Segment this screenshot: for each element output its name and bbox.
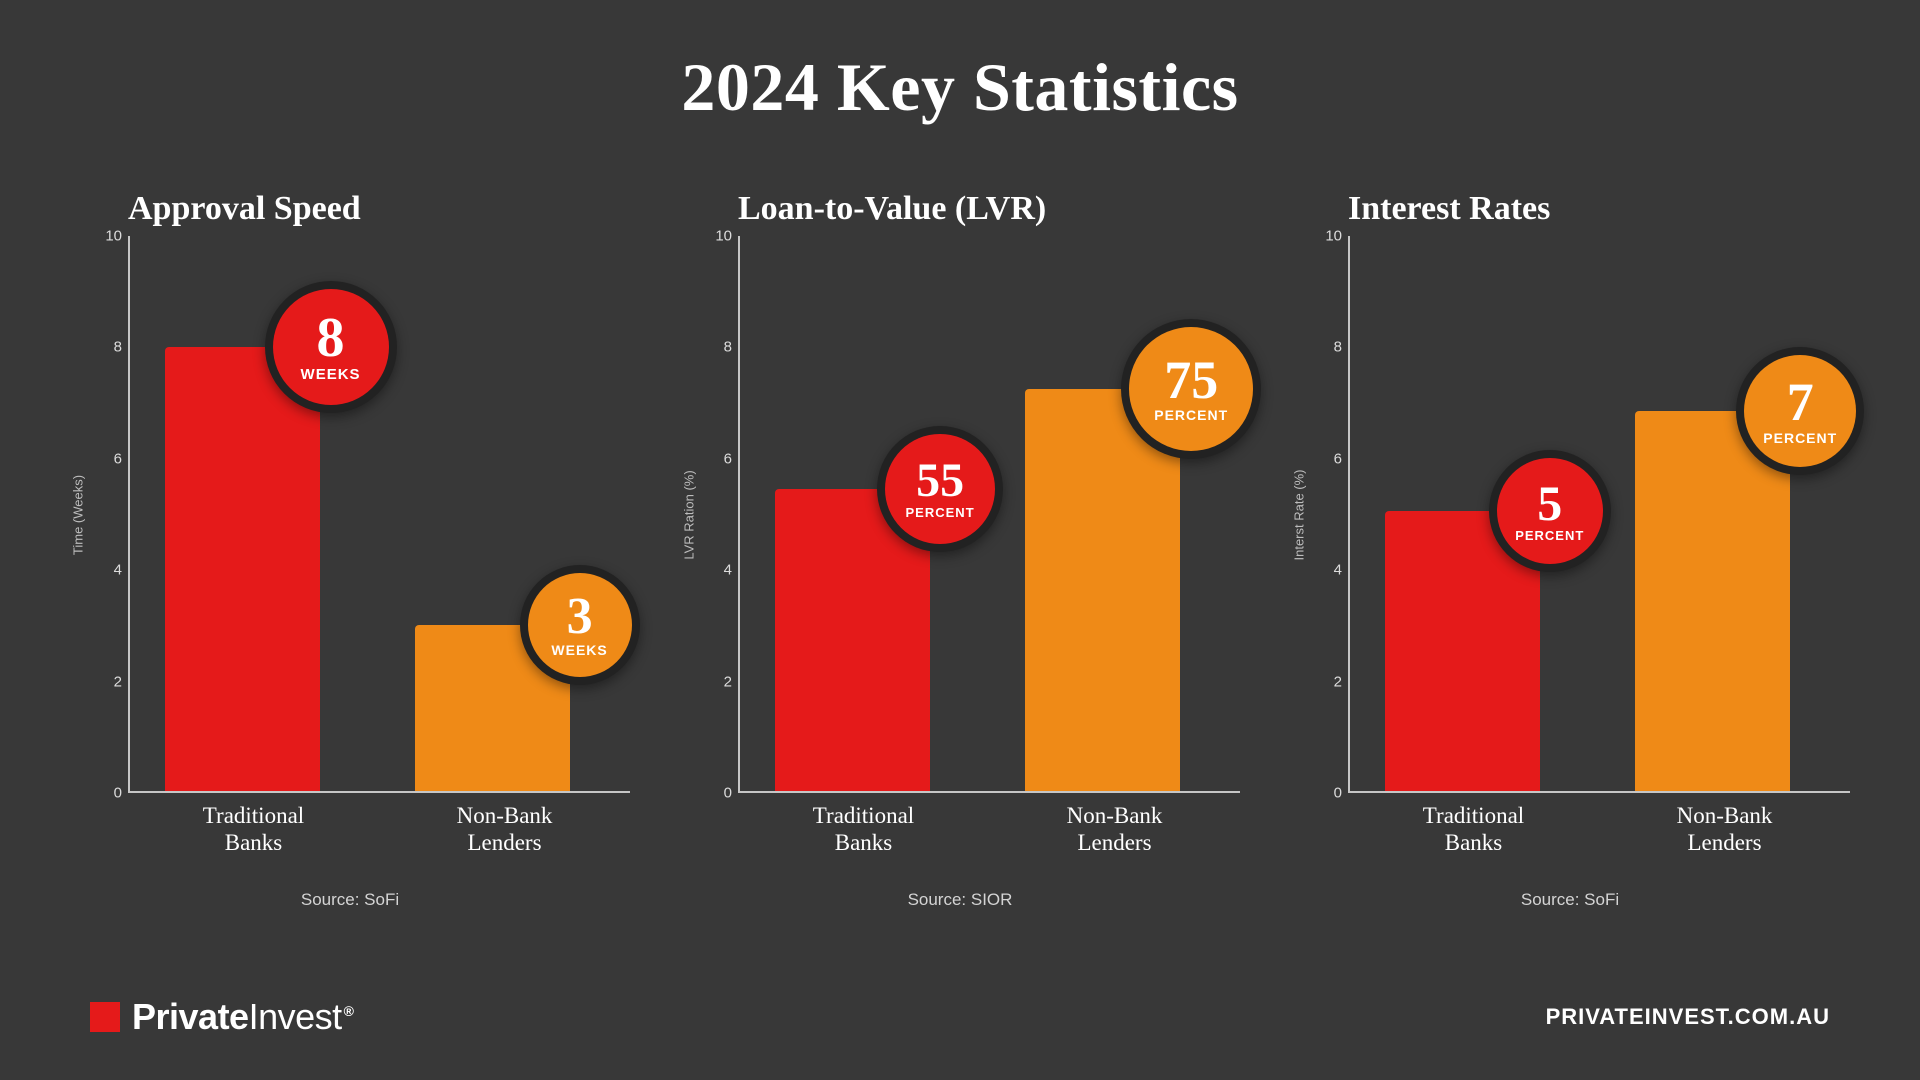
y-tick: 6 [1334, 450, 1342, 467]
x-label: TraditionalBanks [1348, 803, 1599, 856]
plot-area: 55 PERCENT 75 PERCENT [738, 236, 1240, 793]
y-tick: 4 [114, 562, 122, 579]
x-labels: TraditionalBanksNon-BankLenders [738, 803, 1240, 856]
badge-unit: PERCENT [906, 506, 975, 519]
value-badge-inner: 8 WEEKS [273, 289, 389, 405]
bar-slot: 3 WEEKS [380, 236, 630, 791]
x-label: Non-BankLenders [379, 803, 630, 856]
y-axis-label-wrap: LVR Ration (%) [680, 236, 706, 793]
x-label: TraditionalBanks [128, 803, 379, 856]
value-badge-inner: 55 PERCENT [885, 434, 995, 544]
y-tick: 6 [114, 450, 122, 467]
badge-number: 7 [1787, 377, 1814, 428]
bar-slot: 75 PERCENT [990, 236, 1240, 791]
plot-area: 5PERCENT7PERCENT [1348, 236, 1850, 793]
chart-title: Loan-to-Value (LVR) [738, 190, 1240, 230]
logo-registered-icon: ® [344, 1003, 354, 1019]
chart-title: Approval Speed [128, 190, 630, 230]
bar [1635, 411, 1790, 791]
y-tick: 8 [1334, 339, 1342, 356]
x-label: TraditionalBanks [738, 803, 989, 856]
y-tick: 2 [1334, 673, 1342, 690]
chart-panel: Approval SpeedTime (Weeks)02468108WEEKS3… [70, 190, 630, 910]
chart-panel: Interest RatesInterst Rate (%)02468105PE… [1290, 190, 1850, 910]
plot-area: 8 WEEKS 3 WEEKS [128, 236, 630, 793]
badge-number: 8 [317, 312, 345, 365]
y-tick: 10 [105, 228, 122, 245]
x-labels: TraditionalBanksNon-BankLenders [128, 803, 630, 856]
y-tick: 2 [724, 673, 732, 690]
value-badge: 5PERCENT [1489, 450, 1611, 572]
logo-text: PrivateInvest® [132, 996, 353, 1038]
value-badge-inner: 75 PERCENT [1129, 327, 1253, 451]
badge-unit: PERCENT [1763, 431, 1837, 445]
plot-wrap: Interst Rate (%)02468105PERCENT7PERCENT [1290, 236, 1850, 793]
y-ticks: 0246810 [1316, 236, 1348, 793]
y-tick: 2 [114, 673, 122, 690]
y-axis-label-wrap: Time (Weeks) [70, 236, 96, 793]
badge-number: 3 [567, 592, 593, 641]
bar [165, 347, 320, 791]
value-badge: 75 PERCENT [1121, 319, 1261, 459]
y-tick: 0 [724, 785, 732, 802]
value-badge: 8 WEEKS [265, 281, 397, 413]
page-title: 2024 Key Statistics [0, 48, 1920, 127]
x-label: Non-BankLenders [989, 803, 1240, 856]
bar-slot: 7 PERCENT [1600, 236, 1850, 791]
y-tick: 0 [114, 785, 122, 802]
chart-panel: Loan-to-Value (LVR) LVR Ration (%) 0 2 4 6 8 10… [680, 190, 1240, 910]
bars-area: 55 PERCENT 75 PERCENT [740, 236, 1240, 791]
badge-unit: PERCENT [1515, 529, 1584, 542]
y-axis-label: LVR Ration (%) [681, 470, 696, 559]
value-badge: 7 PERCENT [1736, 347, 1864, 475]
charts-row: Approval SpeedTime (Weeks)02468108WEEKS3… [70, 190, 1850, 910]
brand-logo: PrivateInvest® [90, 996, 353, 1038]
value-badge-inner: 5PERCENT [1497, 458, 1603, 564]
plot-wrap: LVR Ration (%)024681055PERCENT75PERCENT [680, 236, 1240, 793]
footer-url: PRIVATEINVEST.COM.AU [1546, 1004, 1830, 1030]
y-tick: 10 [715, 228, 732, 245]
value-badge-inner: 7 PERCENT [1744, 355, 1856, 467]
y-tick: 8 [724, 339, 732, 356]
y-tick: 4 [724, 562, 732, 579]
chart-source: Source: SoFi [70, 890, 630, 910]
y-ticks: 0246810 [96, 236, 128, 793]
badge-unit: PERCENT [1154, 408, 1228, 422]
bars-area: 5PERCENT7PERCENT [1350, 236, 1850, 791]
logo-word-light: Invest [249, 996, 342, 1037]
plot-wrap: Time (Weeks)02468108WEEKS3WEEKS [70, 236, 630, 793]
y-ticks: 0246810 [706, 236, 738, 793]
y-axis-label: Interst Rate (%) [1292, 469, 1307, 560]
bar-slot: 55 PERCENT [740, 236, 990, 791]
value-badge: 3 WEEKS [520, 565, 640, 685]
logo-square-icon [90, 1002, 120, 1032]
y-tick: 6 [724, 450, 732, 467]
badge-unit: WEEKS [301, 367, 361, 382]
bar-slot: 8 WEEKS [130, 236, 380, 791]
y-axis-label-wrap: Interst Rate (%) [1290, 236, 1316, 793]
y-axis-label: Time (Weeks) [71, 474, 86, 554]
value-badge: 55 PERCENT [877, 426, 1003, 552]
badge-number: 75 [1164, 355, 1218, 406]
y-tick: 8 [114, 339, 122, 356]
chart-source: Source: SoFi [1290, 890, 1850, 910]
value-badge-inner: 3 WEEKS [528, 573, 632, 677]
logo-word-bold: Private [132, 996, 249, 1037]
chart-title: Interest Rates [1348, 190, 1850, 230]
bar-slot: 5PERCENT [1350, 236, 1600, 791]
y-tick: 10 [1325, 228, 1342, 245]
y-tick: 4 [1334, 562, 1342, 579]
bars-area: 8 WEEKS 3 WEEKS [130, 236, 630, 791]
badge-number: 5 [1537, 480, 1562, 528]
x-labels: TraditionalBanksNon-BankLenders [1348, 803, 1850, 856]
y-tick: 0 [1334, 785, 1342, 802]
badge-unit: WEEKS [551, 643, 607, 657]
chart-source: Source: SIOR [680, 890, 1240, 910]
badge-number: 55 [916, 458, 964, 504]
footer: PrivateInvest® PRIVATEINVEST.COM.AU [90, 996, 1830, 1038]
x-label: Non-BankLenders [1599, 803, 1850, 856]
